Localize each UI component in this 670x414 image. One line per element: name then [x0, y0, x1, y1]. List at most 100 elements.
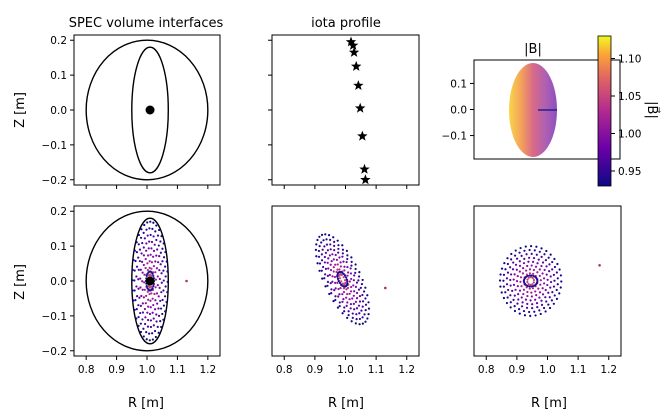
poincare-point: [334, 298, 337, 302]
poincare-point: [547, 256, 550, 259]
poincare-point: [362, 290, 366, 293]
poincare-point: [538, 274, 541, 277]
poincare-point: [150, 240, 154, 244]
poincare-point: [337, 244, 340, 247]
poincare-point: [134, 259, 137, 263]
poincare-point: [330, 292, 333, 295]
poincare-point: [549, 275, 552, 278]
poincare-point: [142, 296, 145, 299]
absb-surface-shape: [509, 63, 557, 157]
poincare-point: [139, 277, 142, 280]
poincare-point: [343, 306, 346, 309]
poincare-point: [162, 304, 166, 307]
poincare-point: [334, 253, 337, 257]
interface-curve: [131, 46, 169, 174]
poincare-point: [160, 281, 163, 284]
poincare-point: [502, 273, 506, 276]
poincare-point: [346, 257, 349, 261]
poincare-point: [164, 265, 167, 268]
poincare-point: [348, 292, 351, 295]
poincare-point: [141, 302, 144, 305]
poincare-point: [332, 270, 335, 273]
poincare-point: [498, 279, 502, 282]
boundary-circle: [85, 39, 209, 181]
poincare-point: [329, 238, 332, 241]
poincare-point: [525, 269, 528, 272]
y-tick-label: 0.0: [450, 105, 467, 117]
poincare-point: [531, 287, 535, 290]
poincare-point: [545, 273, 548, 276]
poincare-axis-point: [532, 284, 535, 288]
poincare-point: [157, 228, 161, 232]
poincare-point: [314, 248, 318, 251]
poincare-point: [523, 257, 526, 261]
poincare-point: [341, 282, 345, 285]
poincare-point: [361, 316, 364, 319]
poincare-point: [538, 309, 541, 312]
poincare-point: [354, 271, 357, 274]
poincare-point: [161, 247, 164, 250]
xlabel-bottom-left: R [m]: [128, 396, 164, 411]
poincare-point: [527, 276, 530, 279]
x-tick-label: 1.1: [169, 364, 186, 376]
poincare-point: [336, 263, 339, 266]
poincare-point: [509, 273, 513, 276]
iota-star-marker: [359, 163, 370, 174]
poincare-point: [154, 335, 157, 339]
poincare-point: [345, 288, 348, 291]
poincare-point: [149, 306, 152, 309]
poincare-point: [133, 279, 136, 282]
colorbar-tick-label: 1.05: [618, 91, 641, 103]
poincare-point: [360, 309, 363, 312]
poincare-point: [548, 306, 552, 310]
poincare-axis-point: [345, 278, 348, 281]
poincare-point: [544, 288, 547, 292]
poincare-point: [162, 289, 165, 292]
iota-star-marker: [360, 174, 371, 185]
poincare-point: [154, 299, 157, 302]
poincare-point: [152, 235, 155, 238]
poincare-point: [516, 302, 519, 305]
poincare-point: [148, 260, 151, 263]
poincare-point: [152, 221, 155, 224]
poincare-point: [345, 304, 348, 307]
poincare-point: [147, 305, 150, 308]
poincare-axis-point: [345, 276, 348, 279]
poincare-point: [534, 265, 538, 268]
poincare-point: [150, 247, 153, 250]
poincare-point: [160, 272, 163, 275]
poincare-point: [160, 291, 163, 294]
poincare-point: [154, 271, 157, 274]
poincare-point: [160, 235, 163, 238]
poincare-point: [335, 258, 339, 261]
y-tick-label: 0.0: [50, 276, 67, 288]
y-tick-label: −0.1: [42, 311, 68, 323]
poincare-point: [139, 236, 143, 239]
poincare-point: [531, 283, 534, 286]
poincare-point: [505, 277, 509, 280]
poincare-point: [141, 241, 144, 245]
poincare-point: [348, 298, 351, 301]
poincare-point: [162, 256, 166, 259]
poincare-point: [156, 302, 159, 305]
poincare-point: [341, 248, 345, 251]
poincare-point: [335, 270, 338, 274]
poincare-point: [559, 286, 562, 289]
poincare-point: [144, 302, 147, 305]
poincare-point: [509, 306, 512, 309]
poincare-point: [143, 322, 147, 326]
poincare-point: [512, 278, 515, 281]
poincare-point: [556, 283, 559, 286]
poincare-point: [326, 249, 329, 252]
poincare-point: [534, 314, 537, 317]
poincare-point: [529, 314, 532, 317]
poincare-point: [542, 282, 546, 285]
poincare-point: [345, 260, 348, 264]
poincare-point: [146, 290, 149, 293]
poincare-point: [323, 261, 326, 264]
poincare-point: [556, 277, 559, 280]
poincare-point: [328, 292, 331, 296]
poincare-point: [540, 264, 543, 268]
poincare-point: [159, 240, 162, 243]
poincare-axis-point: [530, 285, 533, 288]
